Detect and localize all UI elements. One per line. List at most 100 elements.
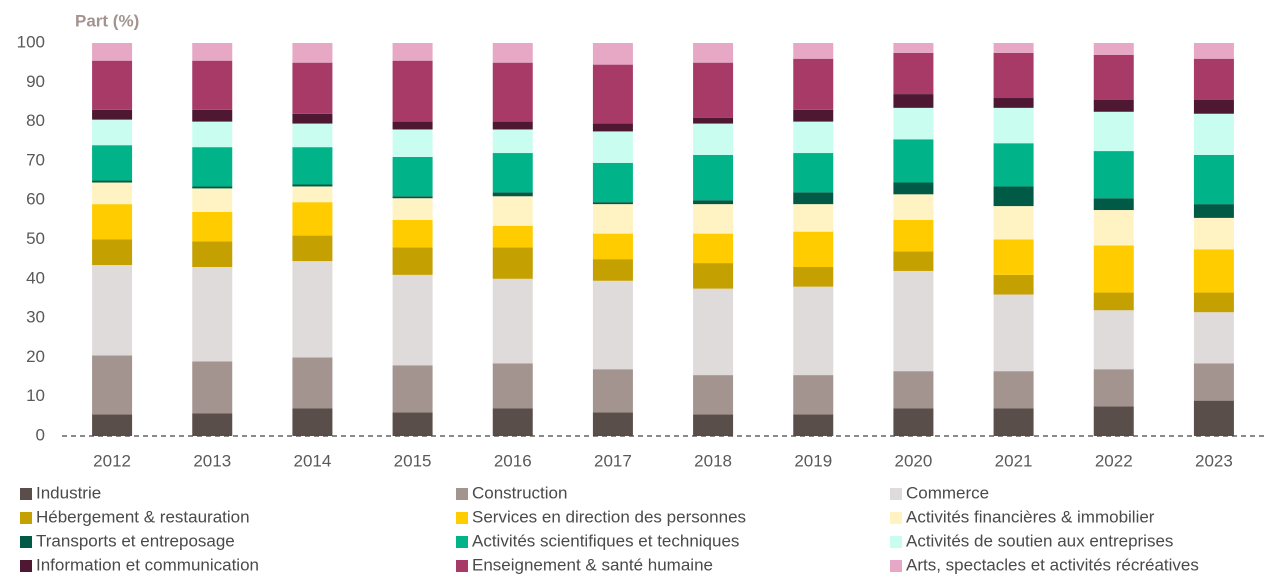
bar-segment [292, 147, 333, 185]
bar-segment [492, 363, 533, 409]
bar-segment [1093, 292, 1134, 311]
bar-segment [1193, 217, 1234, 250]
legend-swatch [890, 488, 902, 500]
bar-segment [92, 355, 133, 415]
y-tick-label: 20 [26, 347, 45, 366]
bar-segment [693, 288, 734, 376]
bar-segment [592, 162, 633, 203]
y-tick-label: 70 [26, 150, 45, 169]
bar-segment [993, 206, 1034, 240]
x-tick-label: 2020 [895, 451, 933, 470]
y-tick-label: 10 [26, 386, 45, 405]
bar-segment [392, 156, 433, 197]
bar-segment [693, 204, 734, 234]
bar-segment [292, 408, 333, 436]
bar-segment [1193, 99, 1234, 114]
bar-segment [1193, 363, 1234, 401]
bar-segment [893, 107, 934, 140]
bar-segment [893, 182, 934, 195]
x-tick-label: 2015 [394, 451, 432, 470]
y-tick-label: 90 [26, 72, 45, 91]
bar-segment [1093, 54, 1134, 100]
bar-segment [492, 192, 533, 197]
bar-segment [1193, 113, 1234, 156]
bar-segment [292, 202, 333, 236]
bar-segment [492, 225, 533, 248]
bar-segment [392, 412, 433, 436]
bar-segment [492, 408, 533, 436]
y-tick-label: 30 [26, 308, 45, 327]
bar-segment [292, 184, 333, 187]
bar-segment [1093, 245, 1134, 293]
bar-segment [1193, 43, 1234, 59]
legend-label: Hébergement & restauration [36, 507, 250, 526]
bar-segment [592, 123, 633, 132]
bar-segment [993, 107, 1034, 144]
legend-label: Activités scientifiques et techniques [472, 531, 739, 550]
bar-segment [192, 413, 233, 436]
bar-segment [893, 194, 934, 220]
bar-segment [793, 153, 834, 193]
bar-segment [693, 375, 734, 415]
legend-swatch [890, 512, 902, 524]
bar-segment [192, 60, 233, 110]
bar-segment [1093, 369, 1134, 407]
bar-segment [392, 121, 433, 130]
bar-segment [1093, 99, 1134, 112]
bar-segment [292, 186, 333, 203]
bar-segment [693, 233, 734, 264]
bar-segment [893, 251, 934, 271]
bar-segment [92, 145, 133, 181]
bar-segment [1093, 406, 1134, 436]
y-tick-label: 50 [26, 229, 45, 248]
bar-segment [592, 43, 633, 65]
bar-segment [92, 60, 133, 110]
bar-segment [292, 43, 333, 63]
bar-segment [793, 192, 834, 205]
x-tick-label: 2021 [995, 451, 1033, 470]
bar-segment [292, 62, 333, 114]
bar-segment [693, 263, 734, 289]
bar-segment [392, 198, 433, 220]
bar-segment [793, 109, 834, 122]
legend-label: Information et communication [36, 555, 259, 574]
legend-swatch [20, 560, 32, 572]
legend-label: Activités de soutien aux entreprises [906, 531, 1173, 550]
bar-segment [693, 414, 734, 436]
bar-segment [392, 60, 433, 122]
legend-swatch [456, 488, 468, 500]
legend-swatch [20, 488, 32, 500]
bar-segment [993, 239, 1034, 275]
bar-segment [893, 371, 934, 409]
bar-segment [92, 414, 133, 436]
bar-segment [793, 231, 834, 268]
bar-segment [592, 64, 633, 124]
legend-label: Transports et entreposage [36, 531, 235, 550]
bar-segment [192, 121, 233, 148]
bar-segment [392, 365, 433, 413]
x-tick-label: 2013 [193, 451, 231, 470]
bar-segment [292, 123, 333, 148]
x-tick-label: 2019 [794, 451, 832, 470]
bar-segment [492, 153, 533, 193]
bar-segment [793, 267, 834, 287]
bar-segment [993, 408, 1034, 436]
legend-swatch [456, 536, 468, 548]
bar-segment [1193, 400, 1234, 436]
bar-segment [1193, 249, 1234, 293]
bar-segment [1193, 155, 1234, 205]
bar-segment [993, 294, 1034, 372]
bar-segment [793, 375, 834, 415]
bar-segment [192, 43, 233, 61]
bar-segment [893, 43, 934, 53]
bar-segment [592, 412, 633, 436]
bar-segment [192, 241, 233, 268]
legend-label: Construction [472, 483, 567, 502]
bar-segment [793, 121, 834, 154]
bar-segment [192, 109, 233, 122]
y-tick-label: 60 [26, 190, 45, 209]
bar-segment [392, 43, 433, 61]
bar-segment [893, 139, 934, 183]
bar-segment [893, 52, 934, 95]
bar-segment [693, 123, 734, 156]
